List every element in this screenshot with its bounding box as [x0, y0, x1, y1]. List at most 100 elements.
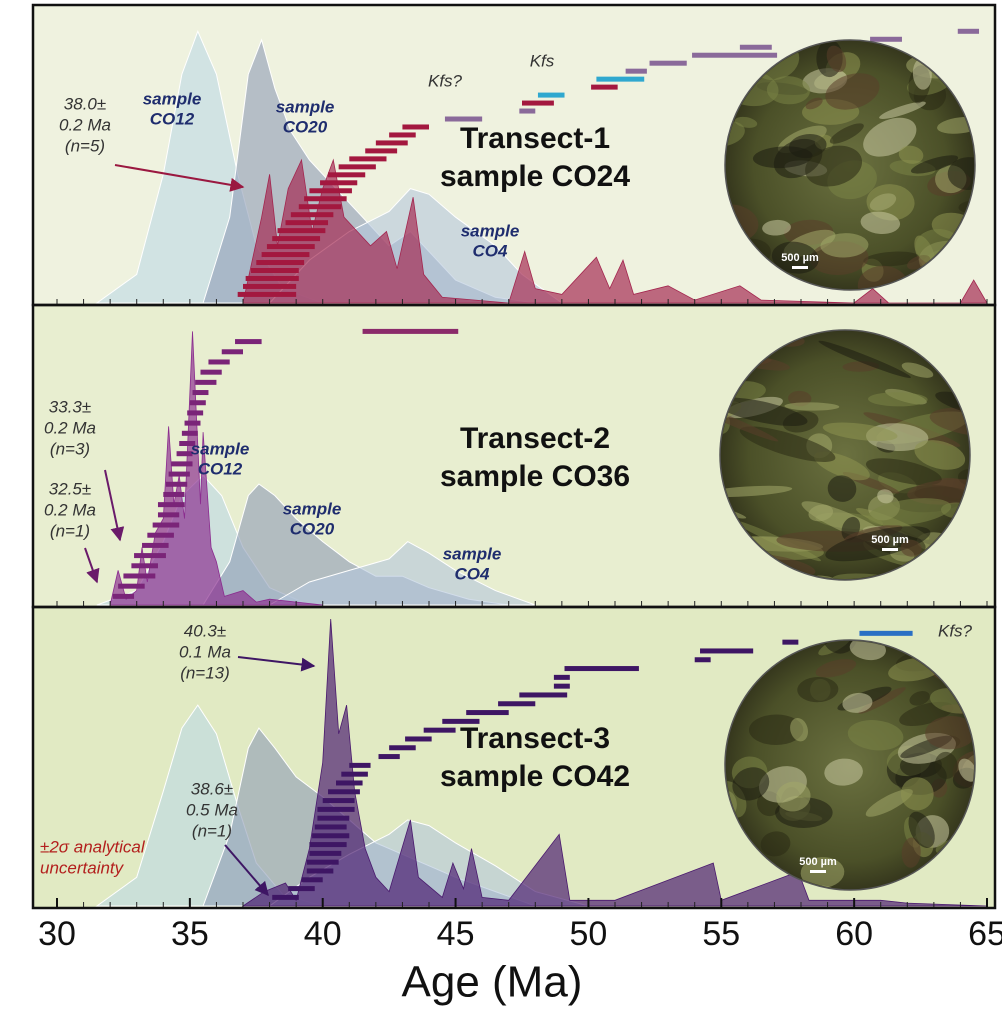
annotation-arrow: [224, 844, 269, 897]
photo-grain: [914, 440, 966, 470]
age-bar: [375, 140, 408, 146]
photo-grain: [866, 184, 915, 221]
annotation-arrow: [237, 656, 316, 672]
annotation: (n=1): [192, 821, 232, 840]
age-bar: [870, 36, 902, 42]
scale-bar: [882, 548, 898, 551]
age-bar: [200, 369, 222, 375]
age-bar: [235, 339, 262, 345]
annotation: (n=1): [50, 521, 90, 540]
panel-title: sample CO24: [440, 160, 630, 193]
age-bar: [519, 692, 568, 698]
x-axis-label: Age (Ma): [402, 958, 583, 1007]
age-bar: [498, 701, 536, 707]
age-bar: [522, 100, 554, 106]
age-bar: [184, 420, 201, 426]
annotation: (n=13): [180, 663, 230, 682]
series-label: sample: [276, 97, 335, 116]
series-label: CO20: [283, 117, 328, 136]
photo-grain: [860, 211, 901, 234]
photo-grain: [822, 422, 898, 442]
age-bar: [134, 553, 166, 559]
photo-grain: [815, 659, 857, 678]
age-bar: [591, 84, 618, 90]
age-bar: [519, 108, 536, 114]
photo-grain: [958, 758, 974, 782]
annotation: (n=5): [65, 136, 105, 155]
photo-grain: [898, 145, 924, 164]
annotation: Kfs?: [428, 71, 463, 90]
photo-grain: [762, 219, 791, 236]
photo-grain: [863, 251, 920, 267]
age-bar: [317, 806, 355, 812]
photo-grain: [900, 777, 934, 811]
density-area: [242, 158, 988, 304]
photo-grain: [842, 692, 873, 713]
age-bar: [649, 60, 687, 66]
age-bar: [243, 283, 297, 289]
annotation: Kfs?: [938, 621, 973, 640]
age-bar: [312, 833, 350, 839]
age-bar: [402, 124, 429, 130]
age-bar: [328, 789, 360, 795]
age-bar: [131, 563, 158, 569]
age-bar: [304, 196, 347, 202]
annotation: 0.5 Ma: [186, 800, 238, 819]
annotation: 33.3±: [49, 397, 91, 416]
age-bar: [625, 68, 647, 74]
age-bar: [336, 780, 363, 786]
annotation: ±2σ analytical: [40, 837, 146, 856]
age-bar: [365, 148, 398, 154]
age-bar: [309, 842, 347, 848]
age-bar: [317, 815, 350, 821]
age-bar: [157, 512, 180, 518]
annotation-arrow: [114, 164, 245, 192]
age-bar: [564, 666, 639, 672]
age-bar: [261, 252, 310, 258]
photo-grain: [877, 489, 894, 504]
age-bar: [859, 630, 913, 636]
photo-grain: [827, 475, 857, 502]
photo-grain: [822, 641, 858, 654]
photo-grain: [825, 73, 880, 110]
age-bar: [309, 850, 342, 856]
photo-grain: [760, 831, 791, 857]
photo-grain: [766, 76, 811, 105]
age-bar: [163, 491, 185, 497]
annotation-arrow: [104, 469, 125, 542]
age-bar: [405, 736, 432, 742]
age-bar: [189, 400, 206, 406]
photo-grain: [934, 751, 958, 779]
photo-grain: [805, 97, 823, 110]
series-label: sample: [443, 544, 502, 563]
age-bar: [147, 532, 174, 538]
annotation-arrow: [84, 547, 100, 584]
panel-title: Transect-1: [460, 122, 610, 155]
annotation: 32.5±: [49, 479, 91, 498]
photo-grain: [900, 539, 922, 557]
age-bar: [389, 132, 416, 138]
age-bar: [444, 116, 483, 122]
age-bar: [245, 275, 299, 281]
photo-grain: [879, 101, 926, 119]
photo-grain: [908, 811, 935, 848]
age-bar: [442, 718, 480, 724]
photo-grain: [865, 458, 942, 486]
age-bar: [171, 461, 193, 467]
annotation: 40.3±: [184, 621, 226, 640]
age-bar: [237, 291, 297, 297]
x-tick-label: 30: [38, 915, 76, 953]
panel-frame: [31, 605, 997, 910]
age-bar: [322, 798, 355, 804]
photo-grain: [909, 691, 930, 706]
photo-grain: [825, 526, 931, 562]
annotation: uncertainty: [40, 858, 125, 877]
age-bar: [298, 204, 342, 210]
panel-title: sample CO42: [440, 760, 630, 793]
age-bar: [314, 824, 347, 830]
series-label: CO4: [473, 241, 509, 260]
photo-grain: [726, 121, 745, 147]
panel-title: sample CO36: [440, 460, 630, 493]
photo-grain: [901, 837, 921, 868]
